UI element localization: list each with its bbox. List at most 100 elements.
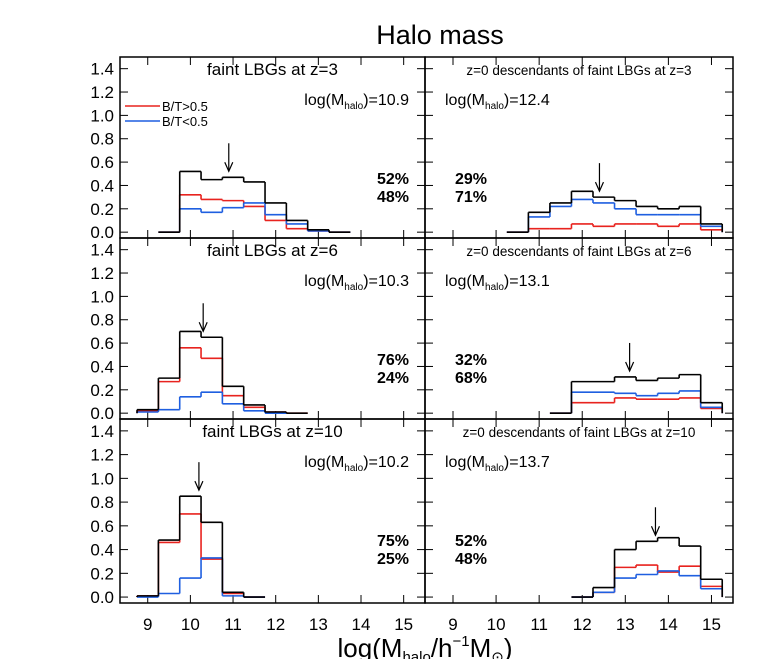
x-tick-label: 13 [616, 615, 635, 634]
y-tick-label: 0.6 [90, 334, 114, 353]
y-tick-label: 1.2 [90, 264, 114, 283]
share-label: 71% [455, 189, 487, 206]
y-tick-label: 0.8 [90, 130, 114, 149]
x-label-part: M [470, 633, 492, 659]
median-label-sub: halo [485, 282, 504, 293]
median-value: 13.1 [519, 273, 550, 290]
y-tick-label: 1.2 [90, 83, 114, 102]
y-tick-label: 1.4 [90, 241, 114, 260]
median-label-part: )= [363, 273, 378, 290]
x-label-sub: halo [402, 649, 430, 659]
median-arrow-head [650, 526, 661, 537]
share-label: 76% [377, 352, 409, 369]
median-value: 10.9 [378, 92, 409, 109]
median-label-sub: halo [344, 282, 363, 293]
panel-frame [119, 56, 426, 239]
x-tick-label: 10 [181, 615, 200, 634]
median-value: 13.7 [519, 454, 550, 471]
median-label-part: )= [363, 92, 378, 109]
median-value: 12.4 [519, 92, 550, 109]
median-label: log(Mhalo)=13.7 [445, 454, 550, 474]
median-label-part: )= [504, 92, 519, 109]
median-label-sub: halo [485, 463, 504, 474]
y-tick-label: 1.0 [90, 287, 114, 306]
y-tick-label: 0.2 [90, 381, 114, 400]
x-tick-label: 9 [448, 615, 457, 634]
y-tick-label: 0.4 [90, 176, 114, 195]
x-tick-label: 15 [394, 615, 413, 634]
x-tick-label: 14 [659, 615, 678, 634]
x-tick-label: 11 [530, 615, 548, 634]
x-label-sup: −1 [453, 633, 470, 650]
panel-frame [119, 418, 426, 604]
share-label: 32% [455, 352, 487, 369]
y-tick-label: 1.0 [90, 469, 114, 488]
share-label: 48% [377, 189, 409, 206]
median-label-part: log(M [445, 273, 485, 290]
y-tick-label: 0.2 [90, 564, 114, 583]
median-label-part: log(M [445, 454, 485, 471]
median-arrow-head [224, 162, 234, 173]
y-tick-label: 1.2 [90, 446, 114, 465]
share-label: 24% [377, 370, 409, 387]
share-label: 68% [455, 370, 487, 387]
y-tick-label: 1.4 [90, 422, 114, 441]
x-label-part: log(M [337, 633, 402, 659]
y-tick-label: 0.0 [90, 588, 114, 607]
share-label: 52% [377, 171, 409, 188]
x-tick-label: 14 [352, 615, 371, 634]
share-label: 29% [455, 171, 487, 188]
median-arrow-head [625, 361, 635, 373]
x-label-part: ) [504, 633, 513, 659]
y-tick-label: 0.8 [90, 493, 114, 512]
x-tick-label: 11 [224, 615, 242, 634]
median-label-sub: halo [485, 101, 504, 112]
share-label: 52% [455, 533, 487, 550]
panel-title: z=0 descendants of faint LBGs at z=10 [463, 425, 696, 440]
x-tick-label: 12 [573, 615, 592, 634]
y-tick-label: 0.4 [90, 541, 114, 560]
median-label-sub: halo [344, 463, 363, 474]
panel-title: faint LBGs at z=6 [207, 241, 338, 260]
x-tick-label: 15 [702, 615, 721, 634]
panel-frame [424, 418, 734, 604]
median-label-part: log(M [304, 454, 344, 471]
median-label-part: )= [363, 454, 378, 471]
y-tick-label: 0.4 [90, 357, 114, 376]
chart-title: Halo mass [376, 20, 504, 50]
median-label-part: log(M [304, 273, 344, 290]
y-tick-label: 1.0 [90, 106, 114, 125]
legend-label: B/T<0.5 [162, 114, 208, 129]
panel-frame [424, 56, 734, 239]
panel-title: faint LBGs at z=10 [202, 422, 342, 441]
median-label: log(Mhalo)=10.9 [304, 92, 409, 112]
panel-title: z=0 descendants of faint LBGs at z=6 [466, 244, 691, 259]
x-label-part: /h [431, 633, 453, 659]
y-tick-label: 0.8 [90, 311, 114, 330]
median-label: log(Mhalo)=12.4 [445, 92, 550, 112]
legend-label: B/T>0.5 [162, 99, 208, 114]
y-tick-label: 0.0 [90, 404, 114, 423]
median-label-sub: halo [344, 101, 363, 112]
x-tick-label: 12 [266, 615, 285, 634]
panel-title: z=0 descendants of faint LBGs at z=3 [466, 63, 691, 78]
x-label-sub: ⊙ [491, 649, 504, 659]
median-value: 10.3 [378, 273, 409, 290]
x-tick-label: 9 [143, 615, 152, 634]
y-tick-label: 0.2 [90, 200, 114, 219]
y-tick-label: 0.0 [90, 223, 114, 242]
median-label: log(Mhalo)=10.2 [304, 454, 409, 474]
median-arrow-head [594, 181, 605, 193]
median-label: log(Mhalo)=10.3 [304, 273, 409, 293]
panel-title: faint LBGs at z=3 [207, 60, 338, 79]
panel-frame [119, 237, 426, 420]
median-label-part: )= [504, 454, 519, 471]
share-label: 48% [455, 551, 487, 568]
x-tick-label: 10 [487, 615, 506, 634]
share-label: 75% [377, 533, 409, 550]
share-label: 25% [377, 551, 409, 568]
median-label-part: )= [504, 273, 519, 290]
x-axis-label: log(Mhalo/h−1M⊙) [337, 633, 512, 659]
